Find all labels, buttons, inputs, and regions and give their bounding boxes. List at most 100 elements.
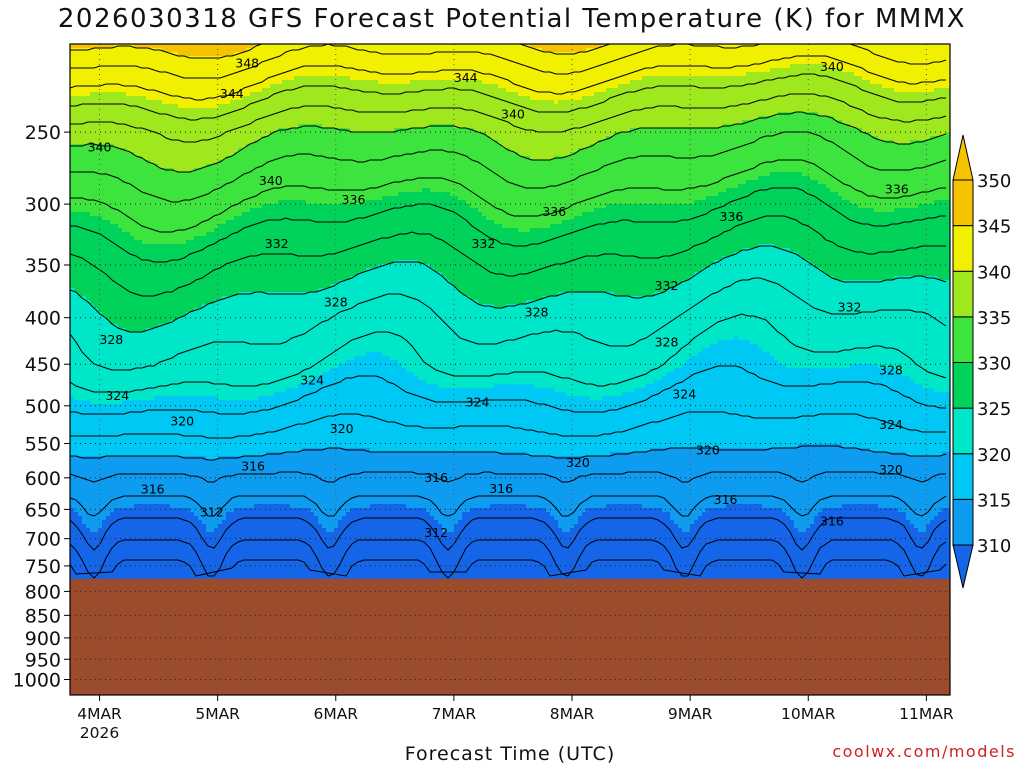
field-cell [858,560,863,580]
field-cell [714,260,719,345]
field-cell [574,524,579,580]
field-cell [446,192,451,281]
field-cell [886,44,891,89]
colorbar-swatch [952,316,974,363]
field-cell [522,452,527,505]
field-cell [786,172,791,249]
field-cell [926,92,931,141]
field-cell [602,396,607,457]
field-cell [414,128,419,193]
field-cell [846,448,851,505]
field-cell [378,504,383,561]
field-cell [486,44,491,85]
field-cell [222,104,227,161]
field-cell [766,44,771,73]
contour-label: 328 [879,362,903,377]
field-cell [162,168,167,245]
field-cell [646,560,651,580]
field-cell [502,504,507,561]
field-cell [166,396,171,457]
field-cell [202,236,207,305]
field-cell [618,132,623,205]
field-cell [538,44,543,49]
field-cell [702,44,707,77]
field-cell [582,96,587,149]
field-cell [342,448,347,517]
field-cell [182,508,187,561]
field-cell [634,80,639,129]
field-cell [274,292,279,393]
field-cell [758,176,763,245]
field-cell [374,44,379,81]
field-cell [334,76,339,129]
field-cell [642,508,647,561]
contour-line [70,73,946,121]
field-cell [826,276,831,369]
field-cell [330,76,335,129]
field-cell [366,132,371,201]
field-cell [86,44,91,49]
field-cell [134,560,139,580]
field-cell [734,124,739,189]
field-cell [834,192,839,281]
field-cell [326,76,331,129]
field-cell [738,184,743,253]
field-cell [742,76,747,121]
field-cell [626,84,631,133]
field-cell [106,456,111,517]
field-cell [854,504,859,561]
field-cell [538,48,543,101]
field-cell [270,396,275,453]
field-cell [822,44,827,65]
field-cell [906,144,911,209]
x-tick-label: 4MAR [77,705,122,723]
field-cell [510,384,515,453]
field-cell [170,168,175,245]
field-cell [454,388,459,453]
field-cell [162,52,167,105]
field-cell [158,504,163,561]
field-cell [178,316,183,397]
field-cell [322,76,327,129]
field-cell [682,448,687,533]
colorbar-label: 350 [977,171,1011,192]
field-cell [510,44,515,93]
field-cell [574,52,579,101]
field-cell [238,100,243,149]
field-cell [594,92,599,145]
field-cell [634,452,639,505]
field-cell [474,388,479,453]
field-cell [266,44,271,89]
field-cell [470,508,475,565]
field-cell [502,308,507,385]
field-cell [618,84,623,133]
field-cell [490,304,495,389]
field-cell [506,504,511,561]
field-cell [442,44,447,81]
field-cell [526,560,531,580]
field-cell [294,44,299,77]
field-cell [854,204,859,281]
field-cell [854,128,859,205]
x-tick-label: 9MAR [668,705,713,723]
field-cell [130,44,135,97]
y-tick-label: 350 [25,255,61,277]
colorbar-swatch [952,498,974,546]
contour-line [70,44,947,79]
field-cell [270,452,275,505]
field-cell [110,44,115,49]
field-cell [90,44,95,49]
field-cell [770,244,775,357]
field-cell [390,196,395,265]
field-cell [738,252,743,341]
field-cell [622,504,627,561]
field-cell [942,508,947,565]
field-cell [790,520,795,580]
field-cell [194,456,199,517]
field-cell [414,508,419,561]
contour-line [70,411,946,439]
field-cell [906,376,911,457]
field-cell [770,448,775,509]
field-cell [246,292,251,401]
field-cell [546,52,551,101]
